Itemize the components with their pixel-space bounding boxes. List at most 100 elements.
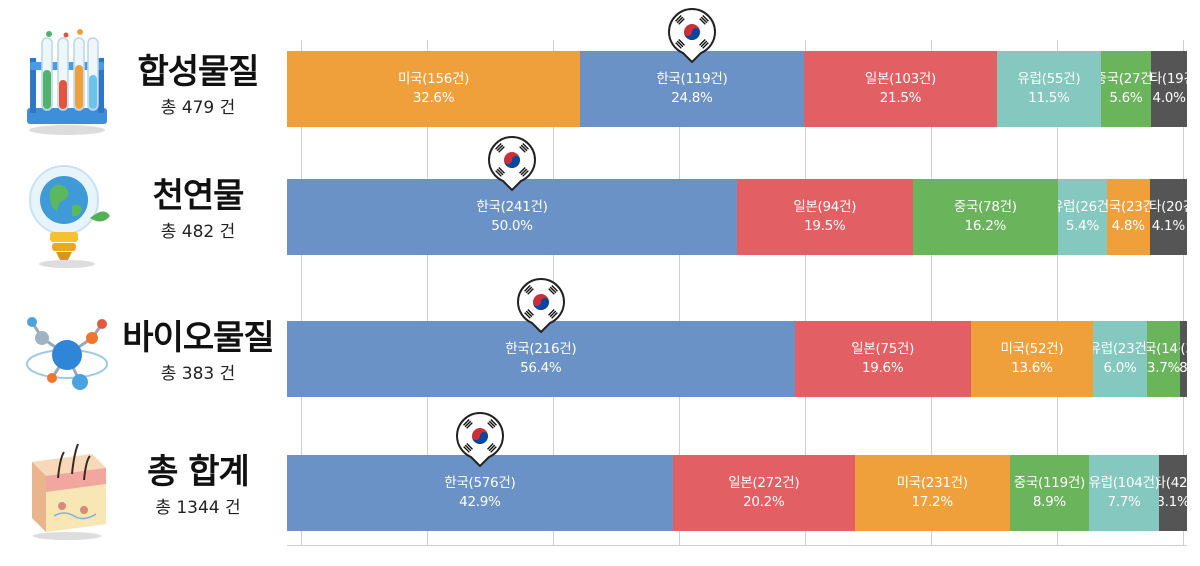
segment-percent: 24.8%: [671, 90, 713, 106]
segment-percent: 0.8%: [1179, 360, 1187, 376]
segment-label: 중국(14건): [1147, 341, 1180, 357]
bar-segment: 한국(216건) 56.4%: [287, 321, 795, 397]
segment-percent: 42.9%: [459, 494, 501, 510]
segment-percent: 32.6%: [412, 90, 455, 106]
segment-label: 기타(20건): [1149, 199, 1187, 215]
bar-segment: 한국(241건) 50.0%: [287, 179, 737, 255]
bar-segment: 중국(78건) 16.2%: [912, 179, 1059, 255]
segment-label: 일본(94건): [793, 199, 857, 215]
bar-segment: 미국(23건) 4.8%: [1106, 179, 1150, 255]
segment-label: 기타(3건): [1180, 341, 1187, 357]
bar-segment: 유럽(23건) 6.0%: [1092, 321, 1148, 397]
segment-percent: 3.1%: [1158, 494, 1187, 510]
row-total: 총 383 건: [160, 364, 236, 384]
bar-segment: 미국(52건) 13.6%: [970, 321, 1093, 397]
segment-percent: 8.9%: [1032, 494, 1066, 510]
segment-percent: 7.7%: [1107, 494, 1141, 510]
bar-segment: 미국(231건) 17.2%: [854, 455, 1010, 531]
segment-label: 한국(241건): [476, 199, 548, 215]
segment-label: 기타(42건): [1158, 475, 1187, 491]
bar-segment: 유럽(104건) 7.7%: [1089, 455, 1159, 531]
bar-segment: 미국(156건) 32.6%: [287, 51, 581, 127]
bar-segment: 일본(75건) 19.6%: [794, 321, 971, 397]
row-title: 바이오물질: [122, 318, 274, 358]
stacked-bar: 한국(241건) 50.0% 일본(94건) 19.5% 중국(78건) 16.2% 유럽(…: [287, 179, 1187, 255]
test-tubes-icon: [22, 28, 112, 142]
korea-flag-pin-icon: [667, 7, 717, 64]
segment-label: 미국(156건): [397, 71, 470, 87]
bar-segment: 중국(27건) 5.6%: [1100, 51, 1152, 127]
segment-percent: 19.6%: [861, 360, 904, 376]
segment-label: 한국(119건): [656, 71, 728, 87]
segment-percent: 50.0%: [491, 218, 533, 234]
korea-flag-pin-icon: [455, 411, 505, 468]
segment-label: 일본(75건): [851, 341, 915, 357]
stacked-bar: 한국(576건) 42.9% 일본(272건) 20.2% 미국(231건) 17.2% 중…: [287, 455, 1187, 531]
segment-label: 미국(231건): [896, 475, 968, 491]
globe-lightbulb-icon: [22, 160, 112, 274]
segment-label: 유럽(55건): [1017, 71, 1081, 87]
gridline: [931, 40, 932, 545]
gridline: [301, 40, 302, 545]
segment-percent: 20.2%: [743, 494, 785, 510]
bar-segment: 기타(19건) 4.0%: [1151, 51, 1187, 127]
segment-label: 중국(119건): [1013, 475, 1085, 491]
segment-label: 한국(216건): [505, 341, 577, 357]
segment-percent: 21.5%: [879, 90, 922, 106]
row-total: 총 479 건: [160, 98, 236, 118]
row-title: 천연물: [152, 176, 245, 216]
segment-label: 유럽(104건): [1089, 475, 1159, 491]
segment-label: 중국(27건): [1101, 71, 1152, 87]
bar-segment: 한국(119건) 24.8%: [580, 51, 804, 127]
korea-flag-pin-icon: [487, 135, 537, 192]
segment-percent: 13.6%: [1011, 360, 1053, 376]
segment-percent: 5.6%: [1109, 90, 1143, 106]
bar-segment: 기타(3건) 0.8%: [1179, 321, 1187, 397]
stacked-bar: 한국(216건) 56.4% 일본(75건) 19.6% 미국(52건) 13.6% 유럽(…: [287, 321, 1187, 397]
row-total: 총 482 건: [160, 222, 236, 242]
segment-label: 중국(78건): [953, 199, 1017, 215]
segment-label: 유럽(26건): [1058, 199, 1107, 215]
segment-percent: 11.5%: [1028, 90, 1070, 106]
segment-label: 일본(272건): [728, 475, 800, 491]
bar-segment: 일본(272건) 20.2%: [672, 455, 855, 531]
gridline: [679, 40, 680, 545]
segment-percent: 17.2%: [911, 494, 953, 510]
segment-percent: 56.4%: [520, 360, 562, 376]
bar-segment: 기타(42건) 3.1%: [1158, 455, 1187, 531]
bar-segment: 기타(20건) 4.1%: [1149, 179, 1187, 255]
row-total: 총 1344 건: [155, 498, 241, 518]
segment-percent: 4.0%: [1152, 90, 1186, 106]
segment-percent: 4.8%: [1111, 218, 1145, 234]
korea-flag-pin-icon: [516, 277, 566, 334]
bar-segment: 유럽(26건) 5.4%: [1058, 179, 1107, 255]
stacked-bar: 미국(156건) 32.6% 한국(119건) 24.8% 일본(103건) 21.5% 유…: [287, 51, 1187, 127]
axis-baseline: [287, 545, 1187, 546]
row-title: 총 합계: [147, 452, 250, 492]
gridline: [427, 40, 428, 545]
bar-segment: 일본(103건) 21.5%: [803, 51, 998, 127]
segment-percent: 16.2%: [964, 218, 1007, 234]
segment-label: 미국(23건): [1107, 199, 1150, 215]
segment-percent: 3.7%: [1147, 360, 1180, 376]
segment-percent: 6.0%: [1103, 360, 1137, 376]
bar-segment: 일본(94건) 19.5%: [737, 179, 913, 255]
row-title: 합성물질: [137, 52, 259, 92]
molecule-icon: [22, 300, 112, 414]
segment-label: 일본(103건): [864, 71, 937, 87]
segment-percent: 19.5%: [804, 218, 846, 234]
segment-label: 기타(19건): [1151, 71, 1187, 87]
bar-segment: 중국(119건) 8.9%: [1009, 455, 1090, 531]
bar-segment: 중국(14건) 3.7%: [1147, 321, 1180, 397]
gridline: [1183, 40, 1184, 545]
gridline: [1057, 40, 1058, 545]
segment-percent: 5.4%: [1065, 218, 1099, 234]
gridline: [805, 40, 806, 545]
segment-label: 미국(52건): [1000, 341, 1064, 357]
bar-segment: 한국(576건) 42.9%: [287, 455, 673, 531]
skin-layer-icon: [22, 432, 112, 546]
